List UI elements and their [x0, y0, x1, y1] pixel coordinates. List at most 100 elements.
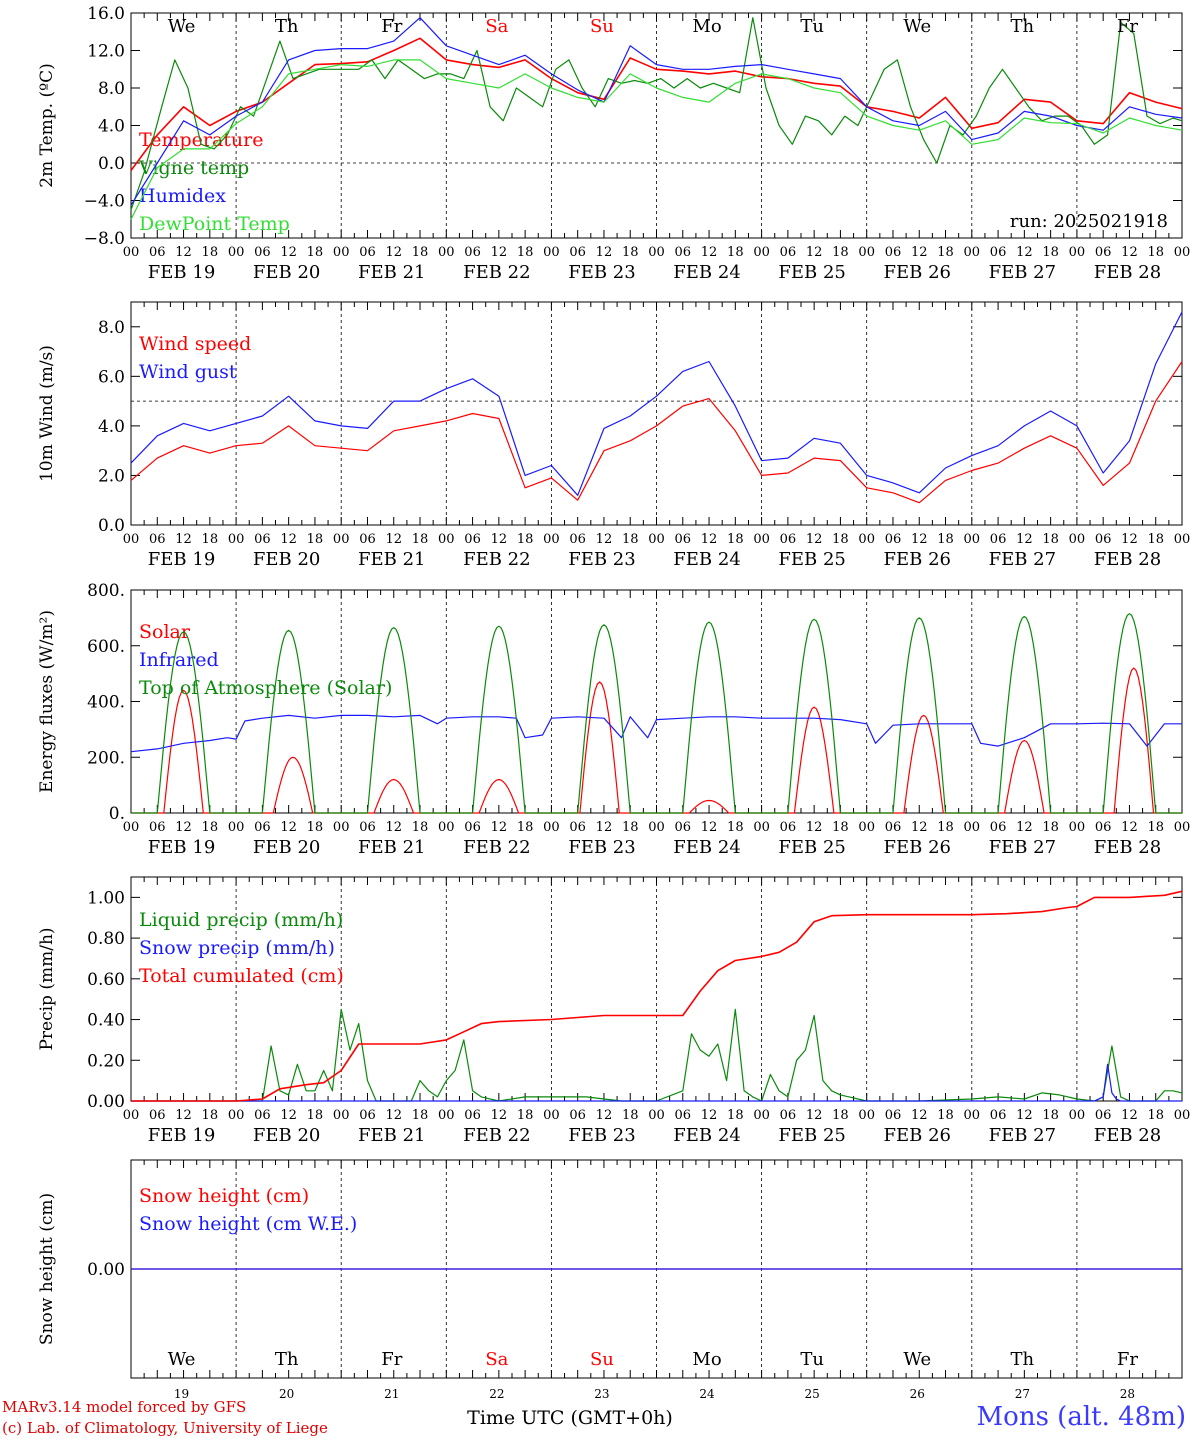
hour-tick-label: 00 [1069, 820, 1086, 835]
hour-tick-label: 06 [464, 820, 481, 835]
y-tick-label: 0.0 [98, 516, 125, 536]
hour-tick-label: 06 [254, 532, 271, 547]
y-tick-label: 16.0 [87, 4, 125, 24]
date-tick-label: FEB 21 [358, 837, 425, 858]
hour-tick-label: 12 [911, 245, 928, 260]
hour-tick-label: 12 [175, 820, 192, 835]
hour-tick-label: 00 [333, 532, 350, 547]
hour-tick-label: 18 [1042, 820, 1059, 835]
hour-tick-label: 18 [202, 820, 219, 835]
hour-tick-label: 18 [937, 820, 954, 835]
hour-tick-label: 00 [543, 820, 560, 835]
y-tick-label: 400. [87, 693, 125, 713]
hour-tick-label: 06 [885, 532, 902, 547]
hour-tick-label: 06 [675, 1108, 692, 1123]
y-tick-label: −8.0 [84, 229, 125, 249]
hour-tick-label: 00 [1174, 820, 1191, 835]
hour-tick-label: 06 [1095, 1108, 1112, 1123]
hour-tick-label: 00 [228, 820, 245, 835]
hour-tick-label: 06 [569, 245, 586, 260]
hour-tick-label: 18 [832, 1108, 849, 1123]
hour-tick-label: 06 [149, 1108, 166, 1123]
date-tick-label: FEB 24 [673, 262, 740, 283]
hour-tick-label: 12 [385, 1108, 402, 1123]
y-tick-label: 800. [87, 581, 125, 601]
hour-tick-label: 06 [359, 1108, 376, 1123]
hour-tick-label: 00 [123, 245, 140, 260]
hour-tick-label: 00 [964, 532, 981, 547]
hour-tick-label: 18 [202, 1108, 219, 1123]
total-cumulated-cm-line [131, 890, 1183, 1102]
day-number-label: 26 [910, 1387, 925, 1401]
hour-tick-label: 00 [1069, 1108, 1086, 1123]
hour-tick-label: 06 [359, 532, 376, 547]
hour-tick-label: 18 [202, 532, 219, 547]
hour-tick-label: 12 [806, 245, 823, 260]
hour-tick-label: 12 [491, 1108, 508, 1123]
y-tick-label: 0.20 [87, 1051, 125, 1071]
hour-tick-label: 12 [280, 532, 297, 547]
hour-tick-label: 00 [543, 245, 560, 260]
hour-tick-label: 06 [359, 820, 376, 835]
x-axis-title: Time UTC (GMT+0h) [467, 1407, 673, 1429]
panel-frame [130, 589, 1183, 814]
y-tick-label: 0.40 [87, 1011, 125, 1031]
hour-tick-label: 12 [280, 245, 297, 260]
hour-tick-label: 06 [990, 820, 1007, 835]
weekday-label: We [168, 16, 196, 37]
hour-tick-label: 06 [149, 820, 166, 835]
day-number-label: 21 [384, 1387, 399, 1401]
hour-tick-label: 12 [385, 532, 402, 547]
weekday-label: We [903, 16, 931, 37]
hour-tick-label: 12 [701, 532, 718, 547]
y-tick-label: 8.0 [98, 318, 125, 338]
y-tick-label: 4.0 [98, 117, 125, 137]
y-tick-label: 0.00 [87, 1092, 125, 1112]
date-tick-label: FEB 24 [673, 549, 740, 570]
day-number-label: 28 [1120, 1387, 1135, 1401]
hour-tick-label: 00 [753, 245, 770, 260]
hour-tick-label: 06 [569, 1108, 586, 1123]
hour-tick-label: 12 [1121, 532, 1138, 547]
weekday-label: Su [590, 1349, 614, 1370]
hour-tick-label: 12 [701, 820, 718, 835]
day-number-label: 22 [489, 1387, 504, 1401]
legend-total-cumulated-cm: Total cumulated (cm) [139, 965, 344, 987]
date-tick-label: FEB 25 [778, 549, 845, 570]
infrared-line [130, 714, 1182, 753]
hour-tick-label: 12 [701, 245, 718, 260]
y-tick-label: 8.0 [98, 79, 125, 99]
date-tick-label: FEB 25 [778, 837, 845, 858]
hour-tick-label: 00 [858, 245, 875, 260]
weekday-label: We [903, 1349, 931, 1370]
hour-tick-label: 12 [806, 820, 823, 835]
hour-tick-label: 00 [438, 245, 455, 260]
hour-tick-label: 12 [1016, 820, 1033, 835]
date-tick-label: FEB 22 [463, 549, 530, 570]
hour-tick-label: 18 [1147, 820, 1164, 835]
hour-tick-label: 12 [280, 820, 297, 835]
date-tick-label: FEB 27 [989, 1125, 1056, 1146]
hour-tick-label: 18 [517, 1108, 534, 1123]
hour-tick-label: 18 [307, 532, 324, 547]
liquid-precip-mm-h-line [131, 1008, 1183, 1102]
hour-tick-label: 18 [622, 532, 639, 547]
date-tick-label: FEB 25 [778, 262, 845, 283]
date-tick-label: FEB 19 [148, 1125, 215, 1146]
hour-tick-label: 00 [964, 245, 981, 260]
hour-tick-label: 06 [464, 1108, 481, 1123]
date-tick-label: FEB 19 [148, 837, 215, 858]
hour-tick-label: 00 [1174, 1108, 1191, 1123]
hour-tick-label: 18 [727, 532, 744, 547]
date-tick-label: FEB 23 [568, 549, 635, 570]
weekday-label: Mo [692, 1349, 721, 1370]
date-tick-label: FEB 22 [463, 1125, 530, 1146]
hour-tick-label: 00 [123, 820, 140, 835]
hour-tick-label: 00 [648, 1108, 665, 1123]
hour-tick-label: 06 [149, 532, 166, 547]
y-tick-label: 0.0 [98, 154, 125, 174]
legend-wind-speed: Wind speed [139, 333, 251, 355]
date-tick-label: FEB 20 [253, 549, 320, 570]
hour-tick-label: 00 [648, 532, 665, 547]
date-tick-label: FEB 26 [884, 837, 951, 858]
